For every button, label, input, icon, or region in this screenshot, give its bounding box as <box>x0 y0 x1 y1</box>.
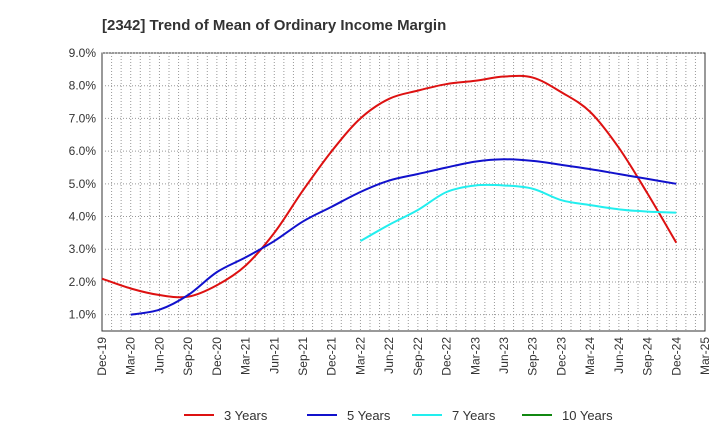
x-tick-label: Mar-20 <box>124 337 138 375</box>
x-tick-label: Sep-21 <box>296 337 310 376</box>
series-lines <box>101 74 678 316</box>
y-tick-label: 6.0% <box>69 144 97 158</box>
x-tick-label: Mar-25 <box>698 337 712 375</box>
chart-title: [2342] Trend of Mean of Ordinary Income … <box>102 17 446 34</box>
x-tick-label: Dec-20 <box>210 337 224 376</box>
x-tick-label: Sep-22 <box>411 337 425 376</box>
legend-label: 7 Years <box>452 408 496 423</box>
x-tick-label: Dec-21 <box>325 337 339 376</box>
x-tick-label: Dec-19 <box>95 337 109 376</box>
x-tick-label: Mar-22 <box>353 337 367 375</box>
y-tick-label: 1.0% <box>69 308 97 322</box>
x-tick-label: Jun-22 <box>382 337 396 374</box>
x-tick-label: Dec-24 <box>669 337 683 376</box>
y-axis-tick-labels: 1.0% 2.0% 3.0% 4.0% 5.0% 6.0% 7.0% 8.0% 9.0% <box>69 46 97 322</box>
y-tick-label: 2.0% <box>69 275 97 289</box>
y-tick-label: 8.0% <box>69 79 97 93</box>
series-line-7-years <box>359 183 677 242</box>
x-tick-label: Jun-23 <box>497 337 511 374</box>
legend-item-10-years: 10 Years <box>522 408 613 423</box>
x-tick-label: Jun-20 <box>152 337 166 374</box>
legend-item-7-years: 7 Years <box>412 408 496 423</box>
x-tick-label: Dec-22 <box>440 337 454 376</box>
x-axis-tick-labels: Dec-19 Mar-20 Jun-20 Sep-20 Dec-20 Mar-21 Jun-… <box>95 337 712 376</box>
y-tick-label: 7.0% <box>69 111 97 125</box>
legend-label: 5 Years <box>347 408 391 423</box>
x-tick-label: Sep-24 <box>641 337 655 376</box>
legend-label: 10 Years <box>562 408 613 423</box>
series-line-3-years <box>101 74 678 299</box>
x-tick-label: Dec-23 <box>554 337 568 376</box>
x-tick-label: Mar-23 <box>468 337 482 375</box>
y-tick-label: 4.0% <box>69 210 97 224</box>
y-tick-label: 5.0% <box>69 177 97 191</box>
y-tick-label: 9.0% <box>69 46 97 60</box>
grid-lines <box>102 52 705 331</box>
legend-label: 3 Years <box>224 408 268 423</box>
y-tick-label: 3.0% <box>69 242 97 256</box>
x-tick-label: Sep-20 <box>181 337 195 376</box>
x-tick-label: Jun-21 <box>267 337 281 374</box>
series-line-5-years <box>130 158 677 316</box>
x-tick-label: Jun-24 <box>612 337 626 374</box>
legend: 3 Years 5 Years 7 Years 10 Years <box>184 408 613 423</box>
legend-item-3-years: 3 Years <box>184 408 268 423</box>
x-tick-label: Mar-21 <box>239 337 253 375</box>
legend-item-5-years: 5 Years <box>307 408 391 423</box>
x-tick-label: Mar-24 <box>583 337 597 375</box>
x-tick-label: Sep-23 <box>526 337 540 376</box>
